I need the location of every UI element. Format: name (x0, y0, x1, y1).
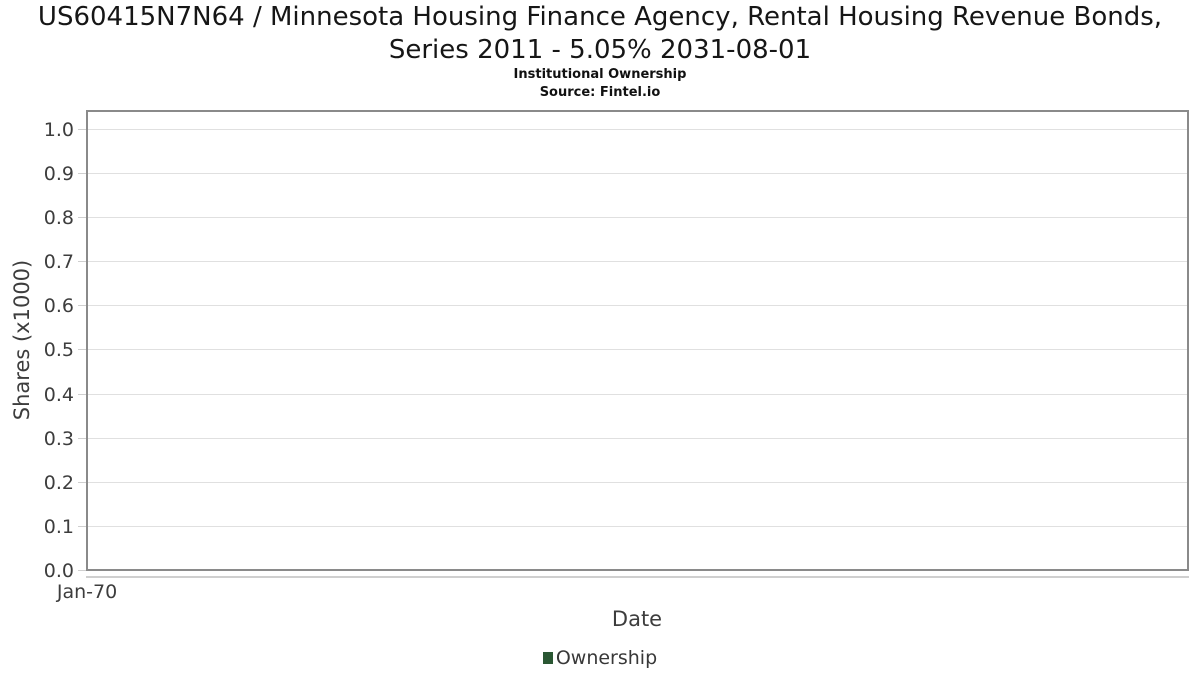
x-axis-label: Date (611, 607, 663, 631)
y-tick-mark (78, 305, 86, 307)
y-tick-label: 0.9 (43, 162, 74, 185)
y-tick-mark (78, 393, 86, 395)
y-tick-mark (78, 525, 86, 527)
gridline (88, 172, 1187, 174)
y-tick-label: 0.4 (43, 383, 74, 406)
legend-swatch-icon (542, 652, 553, 664)
legend-item-ownership[interactable]: Ownership (0, 646, 1200, 670)
y-tick-label: 0.0 (43, 560, 74, 582)
legend-label: Ownership (555, 647, 658, 669)
y-tick-mark (78, 570, 86, 571)
gridline (88, 128, 1187, 130)
y-tick-label: 0.2 (43, 471, 74, 494)
gridline (88, 305, 1187, 307)
x-tick-label: Jan-70 (56, 581, 118, 603)
y-tick-label: 1.0 (43, 118, 74, 141)
gridline (88, 393, 1187, 395)
chart-subtitle: Institutional Ownership (513, 67, 687, 82)
gridline (88, 437, 1187, 439)
y-tick-mark (78, 172, 86, 174)
chart-title: US60415N7N64 / Minnesota Housing Finance… (0, 1, 1200, 67)
gridline (88, 481, 1187, 483)
y-tick-mark (78, 481, 86, 483)
gridline (88, 261, 1187, 263)
y-tick-label: 0.8 (43, 207, 74, 230)
y-tick-mark (78, 128, 86, 130)
plot-area (86, 110, 1189, 571)
gridline (88, 349, 1187, 351)
gridline (88, 217, 1187, 219)
y-tick-label: 0.7 (43, 251, 74, 274)
y-tick-mark (78, 217, 86, 219)
y-tick-mark (78, 349, 86, 351)
y-tick-label: 0.1 (43, 515, 74, 538)
chart-source-credit: Source: Fintel.io (539, 85, 661, 100)
x-axis-line (86, 576, 1189, 578)
chart-title-text: US60415N7N64 / Minnesota Housing Finance… (37, 2, 1163, 65)
y-tick-mark (78, 261, 86, 263)
y-tick-label: 0.5 (43, 339, 74, 362)
y-tick-label: 0.6 (43, 295, 74, 318)
y-tick-mark (78, 437, 86, 439)
y-tick-label: 0.3 (43, 427, 74, 450)
gridline (88, 525, 1187, 527)
